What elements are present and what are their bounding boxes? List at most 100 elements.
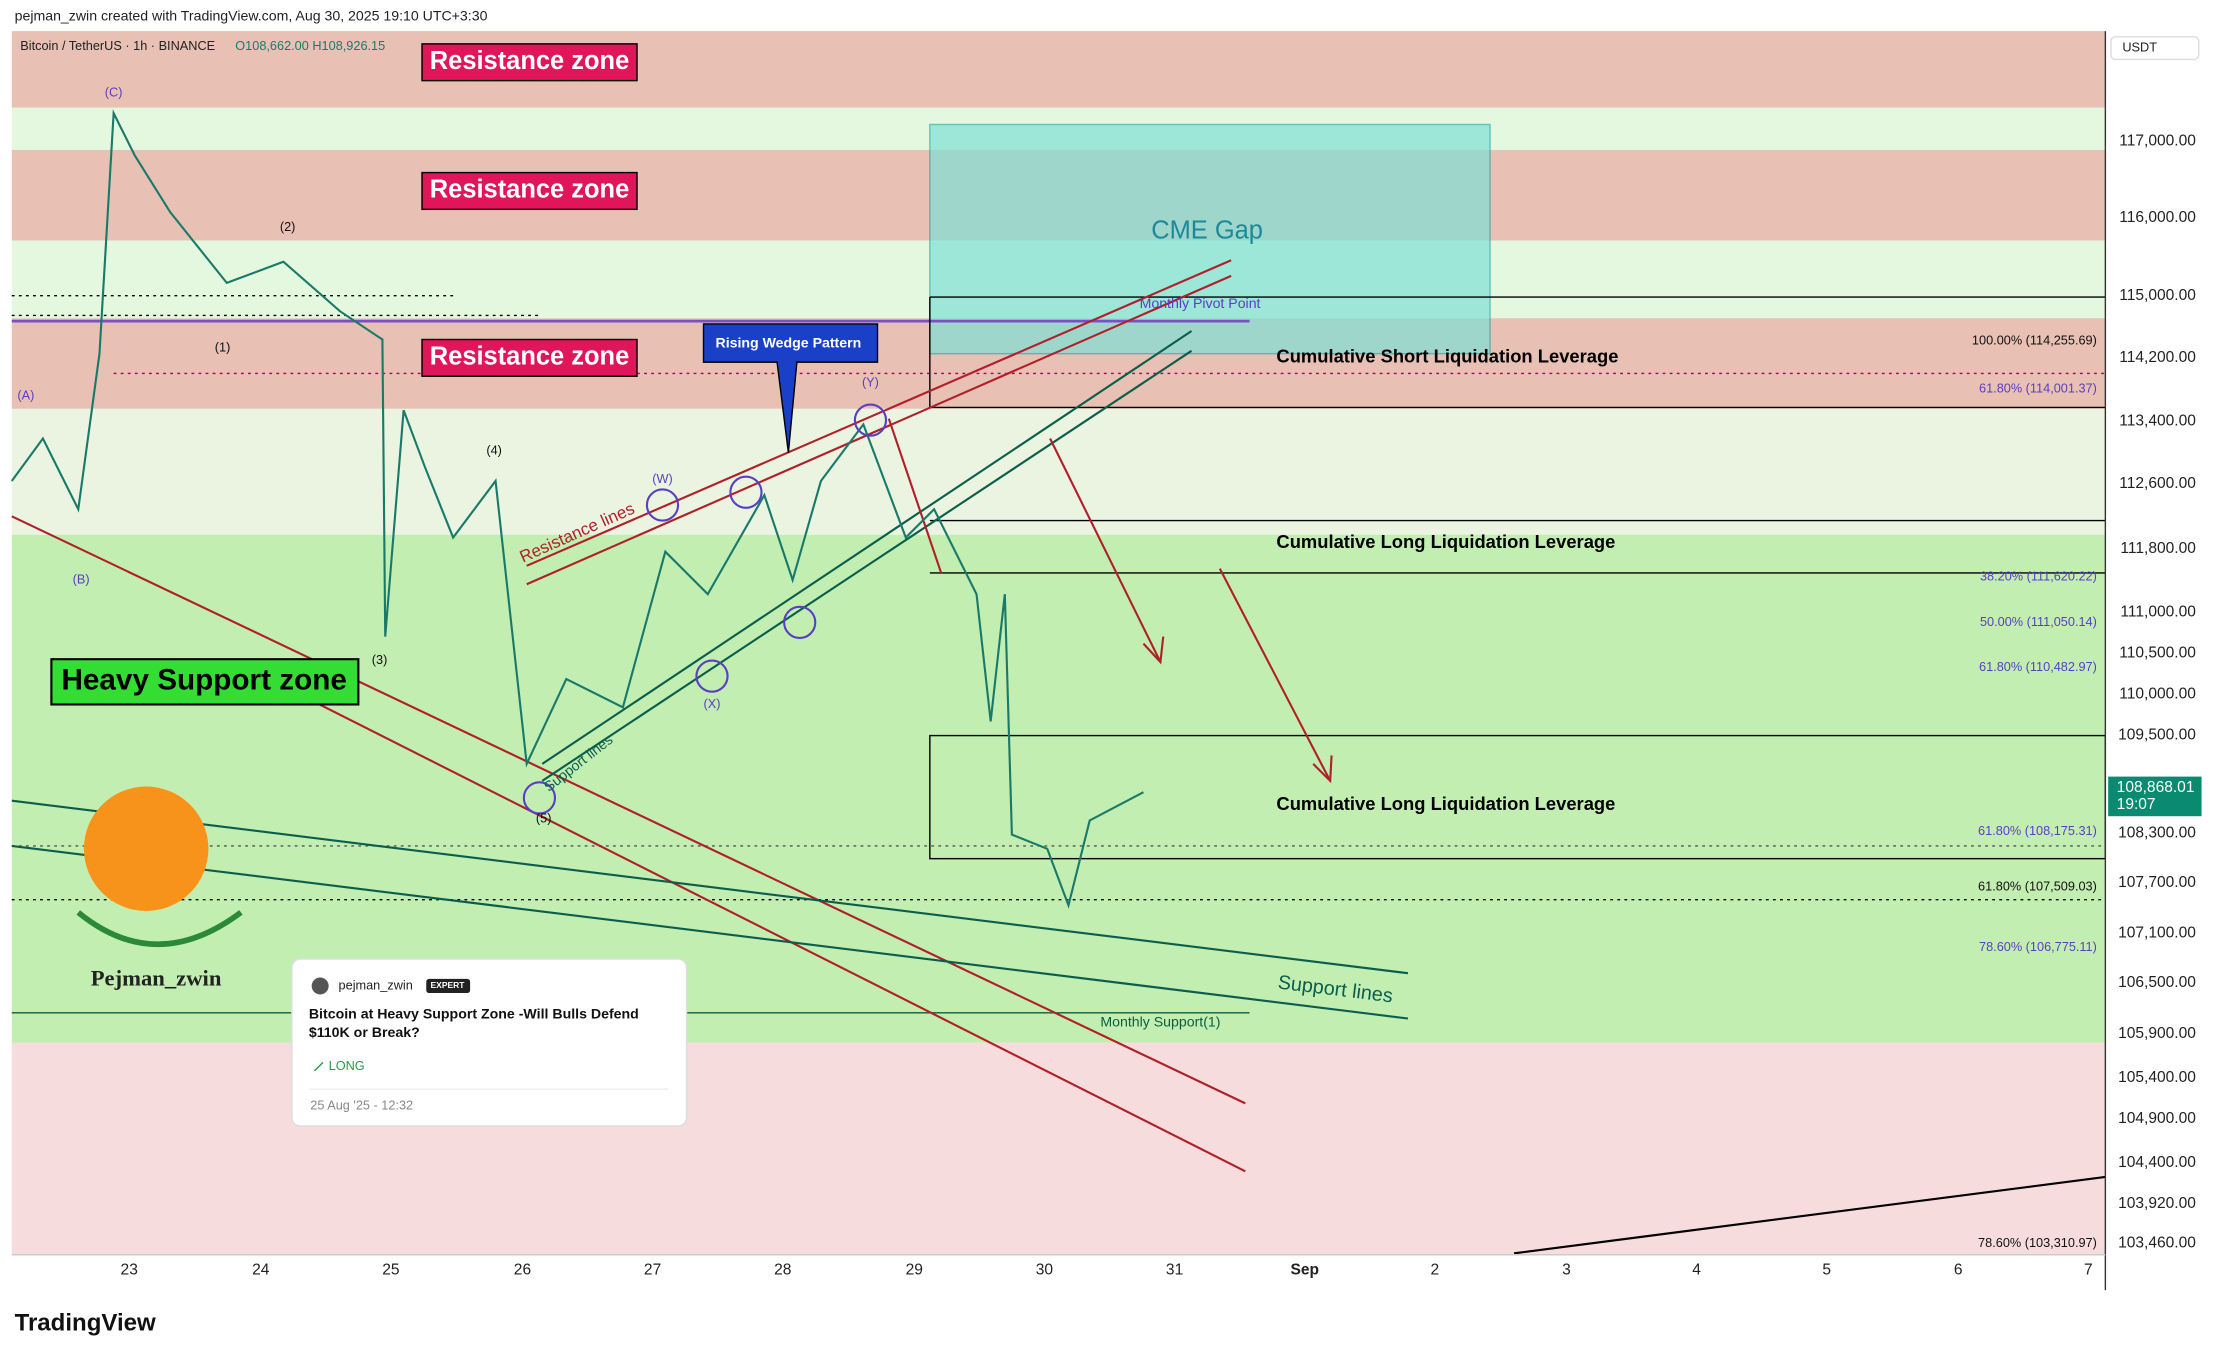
- zone: [11, 534, 2106, 1043]
- time-tick-label: 24: [252, 1261, 270, 1278]
- resistance-label: Resistance zone: [430, 47, 629, 75]
- time-tick-label: 27: [644, 1261, 661, 1278]
- time-tick-label: 6: [1954, 1261, 1963, 1278]
- price-tick-label: 108,300.00: [2118, 824, 2196, 841]
- resistance-label: Resistance zone: [430, 176, 629, 204]
- callout: [702, 323, 879, 453]
- price-tick-label: 110,500.00: [2119, 645, 2196, 662]
- price-tick-label: 104,400.00: [2118, 1154, 2196, 1171]
- support-label: Heavy Support zone: [61, 664, 346, 697]
- wave-label: (1): [215, 339, 231, 354]
- wedge-line: [541, 349, 1193, 782]
- wave-label: (3): [372, 652, 388, 667]
- fib-label: 61.80% (110,482.97): [1979, 659, 2097, 674]
- fib-label: 61.80% (114,001.37): [1979, 380, 2097, 395]
- time-tick-label: Sep: [1290, 1261, 1319, 1278]
- trend-line: [1513, 1175, 2106, 1255]
- price-tick-label: 107,100.00: [2118, 925, 2196, 942]
- bitcoin-logo: [83, 786, 209, 911]
- currency-box: [2110, 36, 2200, 61]
- time-tick-label: 3: [1562, 1261, 1571, 1278]
- cme-gap-box: [929, 123, 1491, 355]
- price-tick-label: 110,000.00: [2119, 686, 2196, 703]
- symbol: Bitcoin / TetherUS · 1h · BINANCE: [20, 38, 215, 53]
- generated: 117,000.00 116,000.00 115,000.00 114,200.00…: [17, 85, 2196, 1279]
- price-tick-label: 114,200.00: [2119, 349, 2196, 366]
- support-line: [11, 844, 1409, 1020]
- liq-label: Cumulative Long Liquidation Leverage: [1276, 531, 1615, 552]
- label-box: [421, 43, 638, 82]
- time-tick-label: 31: [1166, 1261, 1183, 1278]
- resistance-label: Resistance zone: [430, 343, 629, 371]
- cme-label: CME Gap: [1151, 217, 1263, 245]
- wave-label: (5): [536, 810, 552, 825]
- trend-line: [240, 663, 1246, 1173]
- pivot-label: Monthly Pivot Point: [1140, 295, 1261, 311]
- zones: [11, 31, 2106, 1255]
- label-box: [421, 338, 638, 377]
- price-tick-label: 105,900.00: [2118, 1025, 2196, 1042]
- wedge-line: [526, 259, 1232, 567]
- card-title: Bitcoin at Heavy Support Zone -Will Bull…: [308, 1007, 639, 1042]
- time-tick-label: 7: [2084, 1261, 2093, 1278]
- time-tick-label: 2: [1431, 1261, 1440, 1278]
- idea-card[interactable]: pejman_zwin EXPERT Bitcoin at Heavy Supp…: [291, 958, 688, 1127]
- wave-circles: [522, 403, 888, 815]
- price-tick-label: 115,000.00: [2119, 287, 2196, 304]
- author-label: Pejman_zwin: [91, 965, 222, 990]
- ohlc: O108,662.00 H108,926.15: [235, 38, 385, 53]
- time-tick-label: 30: [1036, 1261, 1054, 1278]
- footer-logo: TradingView: [15, 1309, 156, 1336]
- time-tick-label: 23: [121, 1261, 138, 1278]
- liq-label: Cumulative Short Liquidation Leverage: [1276, 346, 1618, 367]
- currency: USDT: [2122, 39, 2157, 54]
- trend-line: [11, 515, 1246, 1105]
- avatar: [311, 977, 329, 995]
- price-tick-label: 111,000.00: [2120, 604, 2196, 621]
- wave-label: (B): [73, 571, 90, 586]
- time-tick-label: 4: [1692, 1261, 1701, 1278]
- arrows: [887, 418, 1333, 784]
- callout-text: Rising Wedge Pattern: [716, 334, 862, 350]
- price-tick-label: 103,460.00: [2118, 1235, 2196, 1252]
- price-tick-label: 112,600.00: [2119, 475, 2196, 492]
- wave-label: (Y): [862, 375, 879, 390]
- zone: [11, 408, 2106, 535]
- wave-label: (4): [486, 443, 502, 458]
- price-tick-label: 105,400.00: [2118, 1069, 2196, 1086]
- wave-label: (C): [105, 85, 123, 100]
- fib-label: 61.80% (107,509.03): [1978, 878, 2097, 893]
- wave-label: (X): [704, 696, 721, 711]
- price-tick-label: 107,700.00: [2118, 874, 2196, 891]
- support-line: [11, 799, 1409, 975]
- card[interactable]: [291, 958, 688, 1127]
- price-tick-label: 117,000.00: [2119, 133, 2196, 150]
- time-tick-label: 28: [774, 1261, 791, 1278]
- card-title-box: Bitcoin at Heavy Support Zone -Will Bull…: [308, 1007, 639, 1042]
- card-user: pejman_zwin: [339, 977, 413, 992]
- liq-label: Cumulative Long Liquidation Leverage: [1276, 793, 1615, 814]
- line-label: Monthly Support(1): [1100, 1013, 1220, 1029]
- fib-label: 61.80% (108,175.31): [1978, 823, 2097, 838]
- badge-text: EXPERT: [431, 980, 466, 990]
- fib-label: 100.00% (114,255.69): [1972, 332, 2097, 347]
- price-axis-bg: [2105, 31, 2208, 1291]
- credit: pejman_zwin created with TradingView.com…: [15, 8, 488, 24]
- price-tick-label: 116,000.00: [2119, 209, 2196, 226]
- current-price: 108,868.01: [2117, 779, 2195, 796]
- zone: [11, 31, 2106, 108]
- labels: Resistance zone Resistance zone Resistan…: [50, 43, 1618, 1029]
- price-tick-label: 109,500.00: [2118, 727, 2196, 744]
- direction-icon: [314, 1061, 324, 1072]
- wave-label: (A): [17, 387, 34, 402]
- fib-label: 78.60% (103,310.97): [1978, 1235, 2097, 1250]
- logo-swoosh: [76, 910, 243, 948]
- card-date: 25 Aug '25 - 12:32: [310, 1098, 413, 1113]
- price-tick-label: 103,920.00: [2118, 1195, 2196, 1212]
- label-box: [50, 658, 360, 706]
- time-tick-label: 29: [906, 1261, 923, 1278]
- fib-label: 78.60% (106,775.11): [1979, 939, 2097, 954]
- countdown: 19:07: [2117, 796, 2156, 813]
- price-path: [10, 109, 1144, 909]
